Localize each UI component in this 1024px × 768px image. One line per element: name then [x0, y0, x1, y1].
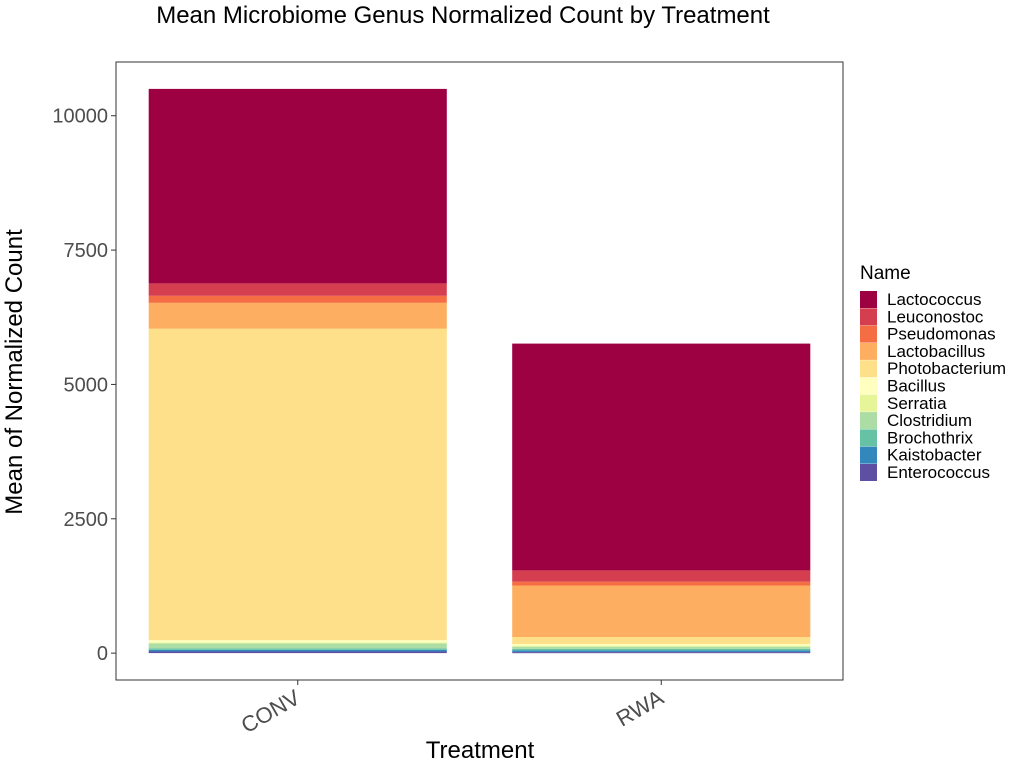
bar-segment-conv-enterococcus [148, 651, 447, 654]
bar-segment-rwa-kaistobacter [512, 650, 811, 652]
y-tick-label: 2500 [64, 509, 109, 531]
chart-title: Mean Microbiome Genus Normalized Count b… [156, 2, 770, 29]
y-tick-label: 7500 [64, 240, 109, 262]
bar-segment-rwa-lactococcus [512, 343, 811, 571]
legend-swatch-serratia [860, 394, 877, 412]
legend-swatch-lactobacillus [860, 342, 877, 360]
legend-swatch-leuconostoc [860, 308, 877, 326]
bar-segment-conv-bacillus [148, 640, 447, 643]
legend-label-bacillus: Bacillus [887, 377, 946, 396]
bar-segment-conv-clostridium [148, 643, 447, 649]
legend-label-clostridium: Clostridium [887, 411, 972, 430]
y-tick-label: 0 [97, 643, 108, 665]
legend-label-leuconostoc: Leuconostoc [887, 307, 984, 326]
bar-segment-conv-kaistobacter [148, 649, 447, 652]
legend-label-lactobacillus: Lactobacillus [887, 342, 985, 361]
bar-segment-conv-leuconostoc [148, 283, 447, 296]
y-axis: 0 2500 5000 7500 10000 [52, 106, 116, 665]
legend-swatch-pseudomonas [860, 325, 877, 343]
legend-label-photobacterium: Photobacterium [887, 359, 1006, 378]
bar-segment-rwa-serratia [512, 645, 811, 647]
y-tick-label: 5000 [64, 374, 109, 396]
legend-swatch-enterococcus [860, 464, 877, 481]
legend-swatch-lactococcus [860, 291, 877, 308]
legend-swatch-kaistobacter [860, 446, 877, 464]
legend: Name LactococcusLeuconostocPseudomonasLa… [860, 263, 1006, 482]
bar-segment-rwa-photobacterium [512, 637, 811, 644]
x-tick-label: CONV [237, 685, 305, 739]
legend-label-pseudomonas: Pseudomonas [887, 325, 996, 344]
bar-segment-conv-lactococcus [148, 88, 447, 284]
x-axis-title: Treatment [426, 737, 535, 764]
bar-segment-conv-serratia [148, 642, 447, 644]
legend-label-brochothrix: Brochothrix [887, 428, 973, 447]
legend-swatch-bacillus [860, 377, 877, 395]
legend-swatch-clostridium [860, 412, 877, 430]
bar-segment-rwa-bacillus [512, 644, 811, 646]
legend-label-kaistobacter: Kaistobacter [887, 446, 982, 465]
legend-label-enterococcus: Enterococcus [887, 463, 990, 482]
bar-segment-rwa-pseudomonas [512, 581, 811, 586]
bar-segment-conv-photobacterium [148, 328, 447, 641]
bar-segment-rwa-brochothrix [512, 648, 811, 651]
y-tick-label: 10000 [52, 106, 108, 128]
bar-segment-rwa-lactobacillus [512, 585, 811, 637]
x-axis: CONV RWA [237, 680, 668, 738]
plot-border [115, 61, 844, 681]
bar-segment-conv-brochothrix [148, 648, 447, 650]
bar-segment-conv-lactobacillus [148, 302, 447, 329]
bar-segment-rwa-clostridium [512, 646, 811, 649]
bar-segment-rwa-leuconostoc [512, 570, 811, 582]
legend-swatch-photobacterium [860, 360, 877, 378]
legend-swatch-brochothrix [860, 429, 877, 447]
legend-title: Name [860, 263, 911, 284]
plot-area [148, 88, 811, 654]
x-tick-label: RWA [612, 685, 668, 732]
legend-label-serratia: Serratia [887, 394, 947, 413]
legend-label-lactococcus: Lactococcus [887, 290, 982, 309]
y-axis-title: Mean of Normalized Count [1, 229, 28, 515]
bar-segment-conv-pseudomonas [148, 295, 447, 303]
bar-segment-rwa-enterococcus [512, 652, 811, 654]
